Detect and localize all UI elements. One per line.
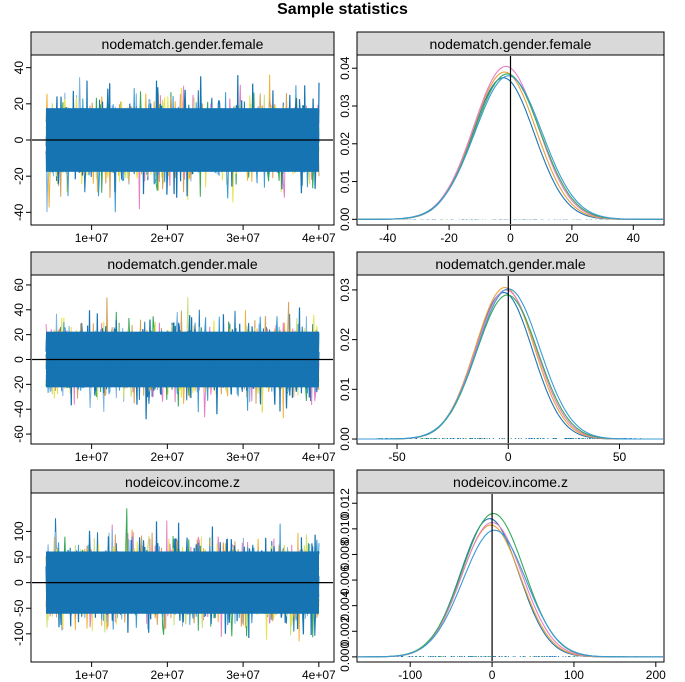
plot-frame [30, 492, 335, 663]
trace-main-series [45, 307, 320, 420]
x-tick-label: 3e+07 [226, 450, 260, 464]
y-tick-label: 0.006 [338, 565, 352, 595]
panel-1-trace: nodematch.gender.female 1e+07 2e+07 3e+07 4e… [12, 31, 336, 245]
x-tick-label: 50 [613, 450, 627, 464]
x-tick-label: 4e+07 [302, 231, 336, 245]
density-curve-2 [358, 286, 663, 440]
y-tick-label: 0 [12, 579, 26, 586]
density-curve-4 [358, 512, 663, 658]
x-tick-label: 4e+07 [302, 668, 336, 682]
plot-data [32, 297, 333, 420]
x-tick-label: 100 [564, 668, 584, 682]
panel-4-density: nodematch.gender.male -50 0 50 0.00 0.01 0.02 0… [338, 251, 665, 464]
x-tick-label: 1e+07 [75, 668, 109, 682]
y-tick-label: 0.03 [338, 278, 352, 302]
y-tick-label: 0.008 [338, 539, 352, 569]
strip-title: nodematch.gender.female [430, 36, 592, 52]
trace-main-series [45, 521, 320, 639]
x-tick-label: 1e+07 [75, 231, 109, 245]
y-tick-label: 0.02 [338, 132, 352, 156]
plot-data [358, 276, 663, 443]
x-tick-label: 0 [489, 668, 496, 682]
y-tick-label: 100 [12, 521, 26, 541]
y-tick-label: -60 [12, 425, 26, 443]
x-tick-label: -40 [379, 231, 397, 245]
y-tick-label: 50 [12, 550, 26, 564]
y-tick-label: 60 [12, 278, 26, 292]
x-tick-label: 0 [505, 450, 512, 464]
strip-title: nodematch.gender.male [107, 256, 257, 272]
density-curve-1 [358, 291, 663, 440]
plot-frame [356, 492, 665, 663]
density-curve-3 [358, 521, 663, 658]
y-tick-label: 0.000 [338, 642, 352, 672]
panel-6-density: nodeicov.income.z-100 0 100 2000.0000.0020.… [338, 469, 666, 682]
y-tick-label: 0.00 [338, 427, 352, 451]
figure-title: Sample statistics [277, 1, 408, 18]
density-curve-3 [358, 289, 663, 440]
y-tick-label: 40 [12, 303, 26, 317]
y-tick-label: -100 [12, 622, 26, 646]
x-tick-label: 4e+07 [302, 450, 336, 464]
y-tick-label: 0.010 [338, 514, 352, 544]
y-tick-label: 20 [12, 97, 26, 111]
x-tick-label: 40 [627, 231, 641, 245]
x-tick-label: 20 [565, 231, 579, 245]
panel-5-trace: nodeicov.income.z 1e+07 2e+07 3e+07 4e+07 100… [12, 469, 336, 682]
y-tick-label: 0.01 [338, 170, 352, 194]
density-curve-1 [358, 518, 663, 658]
y-tick-label: -20 [12, 375, 26, 393]
x-tick-label: 2e+07 [150, 231, 184, 245]
strip-title: nodeicov.income.z [125, 474, 240, 490]
x-tick-label: -20 [440, 231, 458, 245]
x-tick-label: 1e+07 [75, 450, 109, 464]
plot-frame [356, 274, 665, 445]
x-tick-label: 3e+07 [226, 231, 260, 245]
density-curve-5 [358, 529, 663, 658]
y-tick-label: 0.004 [338, 590, 352, 620]
strip-title: nodeicov.income.z [453, 474, 568, 490]
panel-3-trace: nodematch.gender.male 1e+07 2e+07 3e+07 4e+0… [12, 251, 336, 464]
plot-data [358, 494, 663, 661]
x-tick-label: 2e+07 [150, 668, 184, 682]
x-tick-label: 200 [646, 668, 666, 682]
density-curve-4 [358, 294, 663, 440]
trace-main-series [45, 75, 320, 198]
x-tick-label: 3e+07 [226, 668, 260, 682]
y-tick-label: 0.012 [338, 488, 352, 518]
y-tick-label: 0.03 [338, 94, 352, 118]
y-tick-label: 0 [12, 136, 26, 143]
panel-2-density: nodematch.gender.female -40 -20 0 20 40 0.00 0.… [338, 31, 665, 245]
y-tick-label: 0.02 [338, 328, 352, 352]
y-tick-label: 0.01 [338, 377, 352, 401]
y-tick-label: 0.04 [338, 56, 352, 80]
x-tick-label: 0 [507, 231, 514, 245]
y-tick-label: -20 [12, 167, 26, 185]
y-tick-label: 0 [12, 356, 26, 363]
x-tick-label: -50 [388, 450, 406, 464]
y-tick-label: -40 [12, 400, 26, 418]
y-tick-label: 0.002 [338, 616, 352, 646]
plot-data [32, 74, 333, 213]
plot-data [32, 508, 333, 642]
y-tick-label: 0.00 [338, 207, 352, 231]
x-tick-label: -100 [398, 668, 422, 682]
y-tick-label: 40 [12, 61, 26, 75]
y-tick-label: 20 [12, 328, 26, 342]
strip-title: nodematch.gender.male [435, 256, 585, 272]
strip-title: nodematch.gender.female [102, 36, 264, 52]
y-tick-label: -40 [12, 203, 26, 221]
y-tick-label: -50 [12, 599, 26, 617]
density-curve-5 [358, 288, 663, 440]
plot-data [358, 56, 663, 224]
x-tick-label: 2e+07 [150, 450, 184, 464]
